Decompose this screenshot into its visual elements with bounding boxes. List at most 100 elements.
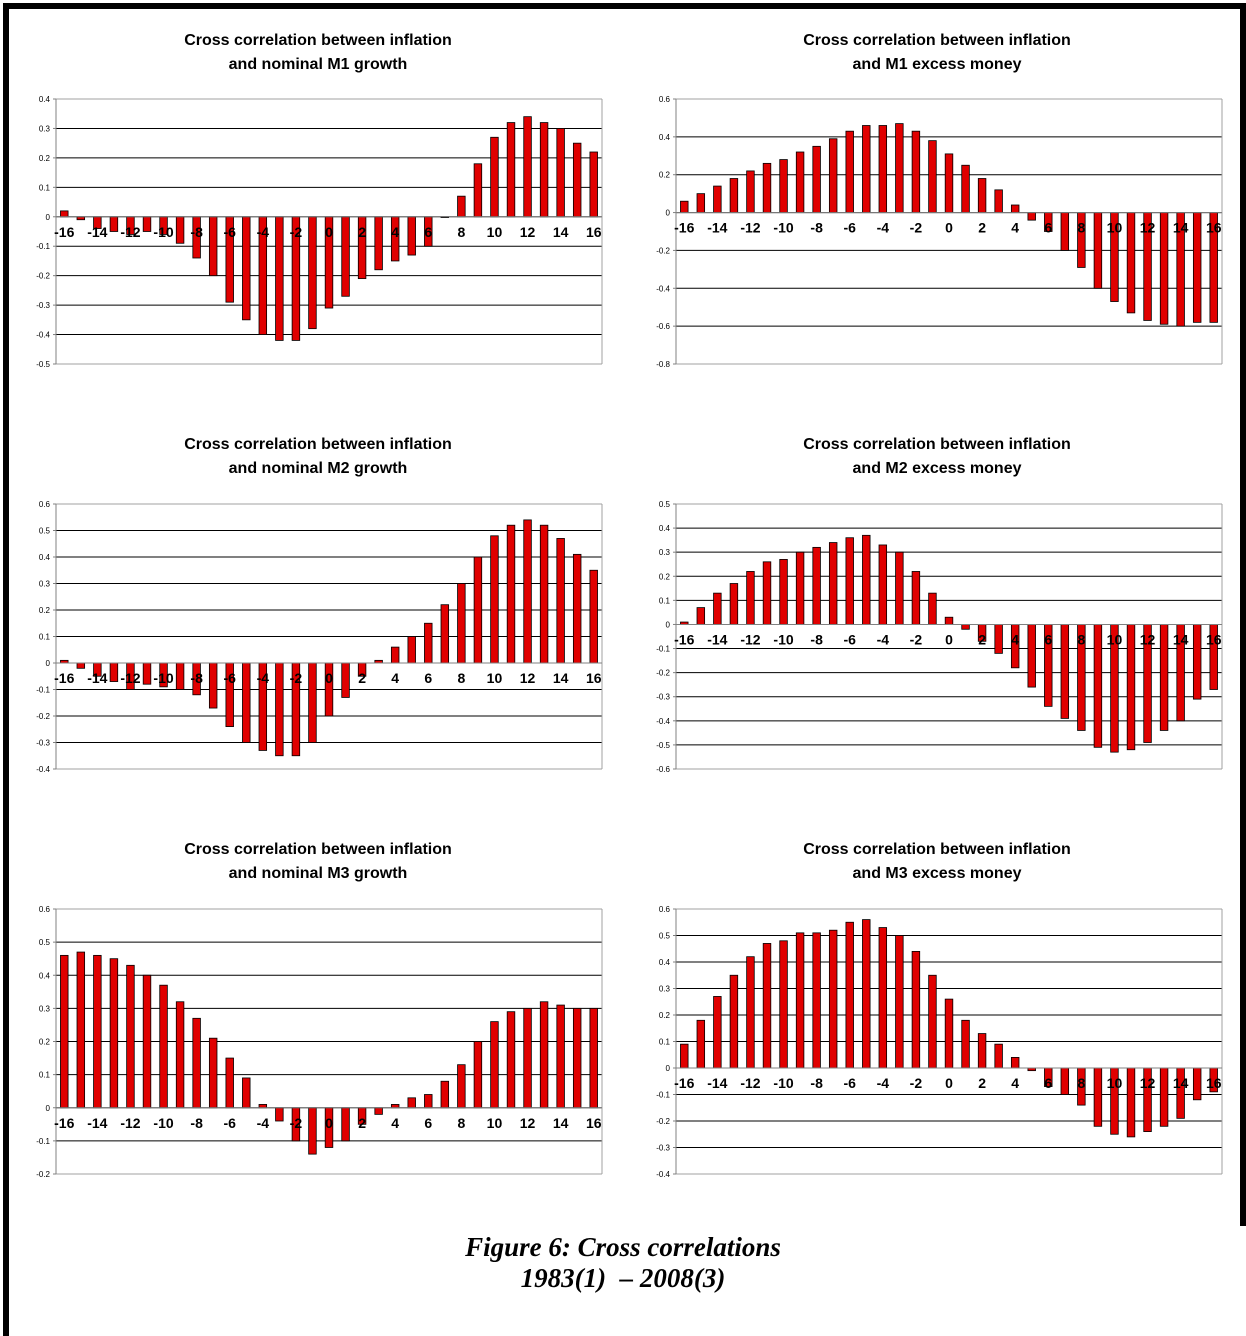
bar [812,145,821,213]
bar [242,216,251,321]
bar [779,559,788,625]
bar [1126,1067,1136,1138]
y-tick-label: 0.6 [39,905,51,914]
x-tick-label: 10 [1107,1075,1123,1091]
y-tick-label: 0 [46,213,51,222]
bar [1126,624,1136,751]
bar [746,170,755,213]
bar [60,210,69,218]
bar [944,153,954,213]
bar [457,583,466,664]
x-tick-label: -2 [910,220,923,236]
bar [729,583,739,625]
x-tick-label: -4 [257,224,270,240]
x-tick-label: -8 [810,220,823,236]
bar [795,932,805,1069]
bar [977,1033,987,1069]
x-tick-label: 0 [945,220,953,236]
bar [523,1007,532,1109]
x-tick-label: 14 [553,1115,569,1131]
bar [407,216,416,256]
x-tick-label: 16 [1206,1075,1222,1091]
bar [473,163,483,218]
bar [944,998,954,1069]
x-tick-label: -6 [224,670,237,686]
x-tick-label: -4 [257,670,270,686]
bar [109,216,119,232]
x-tick-label: -12 [120,224,140,240]
x-tick-label: 0 [325,224,333,240]
chart-4: Cross correlation between inflation and M… [656,436,1223,774]
bar [275,216,284,341]
x-tick-label: -14 [87,1115,107,1131]
bar [845,130,854,213]
bar [556,128,565,218]
bar [175,216,185,244]
bar [374,1107,383,1115]
x-tick-label: -8 [190,670,203,686]
bar [490,1021,499,1109]
bar [994,189,1003,213]
frame-right-border [1240,3,1246,1226]
bar [539,122,549,218]
y-tick-label: 0.2 [659,171,671,180]
x-tick-label: 8 [457,224,465,240]
x-tick-label: -4 [877,220,890,236]
x-tick-label: 2 [358,224,366,240]
x-tick-label: 12 [1140,1075,1156,1091]
x-tick-label: -8 [190,224,203,240]
chart-title-line-2: and M1 excess money [853,56,1022,73]
bar [696,1019,706,1069]
bar [713,185,722,213]
bar [242,1077,251,1109]
x-tick-label: 4 [391,670,399,686]
bar [1192,624,1202,700]
x-tick-label: -10 [773,220,793,236]
bar [60,954,69,1109]
bar [572,553,582,664]
bar [142,216,152,232]
x-tick-label: 0 [945,631,953,647]
x-tick-label: -14 [707,631,727,647]
x-tick-label: 4 [391,224,399,240]
bar [928,974,937,1069]
bar [1192,212,1202,323]
x-tick-label: -6 [224,224,237,240]
bar [440,1080,450,1109]
bar [911,951,921,1069]
y-tick-label: 0.3 [39,124,51,133]
bar [895,551,904,625]
bar [341,1107,350,1142]
bar [961,164,970,213]
x-tick-label: 0 [325,1115,333,1131]
bar [1060,624,1070,719]
bar [308,216,317,330]
x-tick-label: 14 [553,670,569,686]
bar [308,1107,317,1155]
x-tick-label: 0 [325,670,333,686]
bar [746,571,755,625]
bar [506,524,516,664]
bar [341,216,350,297]
bar [713,592,722,625]
y-tick-label: 0.4 [659,133,671,142]
chart-2: Cross correlation between inflation and M… [656,32,1223,369]
frame-left-border [3,3,9,1336]
bar [961,1019,970,1069]
y-tick-label: 0 [666,209,671,218]
bar [589,1007,598,1109]
bar [828,542,838,625]
bar [944,616,954,625]
y-tick-label: 0 [46,1104,51,1113]
bar [762,162,772,213]
bar [506,1011,516,1109]
bar [911,571,921,625]
y-tick-label: 0.1 [659,596,671,605]
y-tick-label: 0 [666,620,671,629]
x-tick-label: 12 [1140,631,1156,647]
x-tick-label: 8 [457,1115,465,1131]
y-tick-label: 0.1 [39,633,51,642]
bar [208,1037,218,1109]
y-tick-label: 0.2 [39,606,51,615]
